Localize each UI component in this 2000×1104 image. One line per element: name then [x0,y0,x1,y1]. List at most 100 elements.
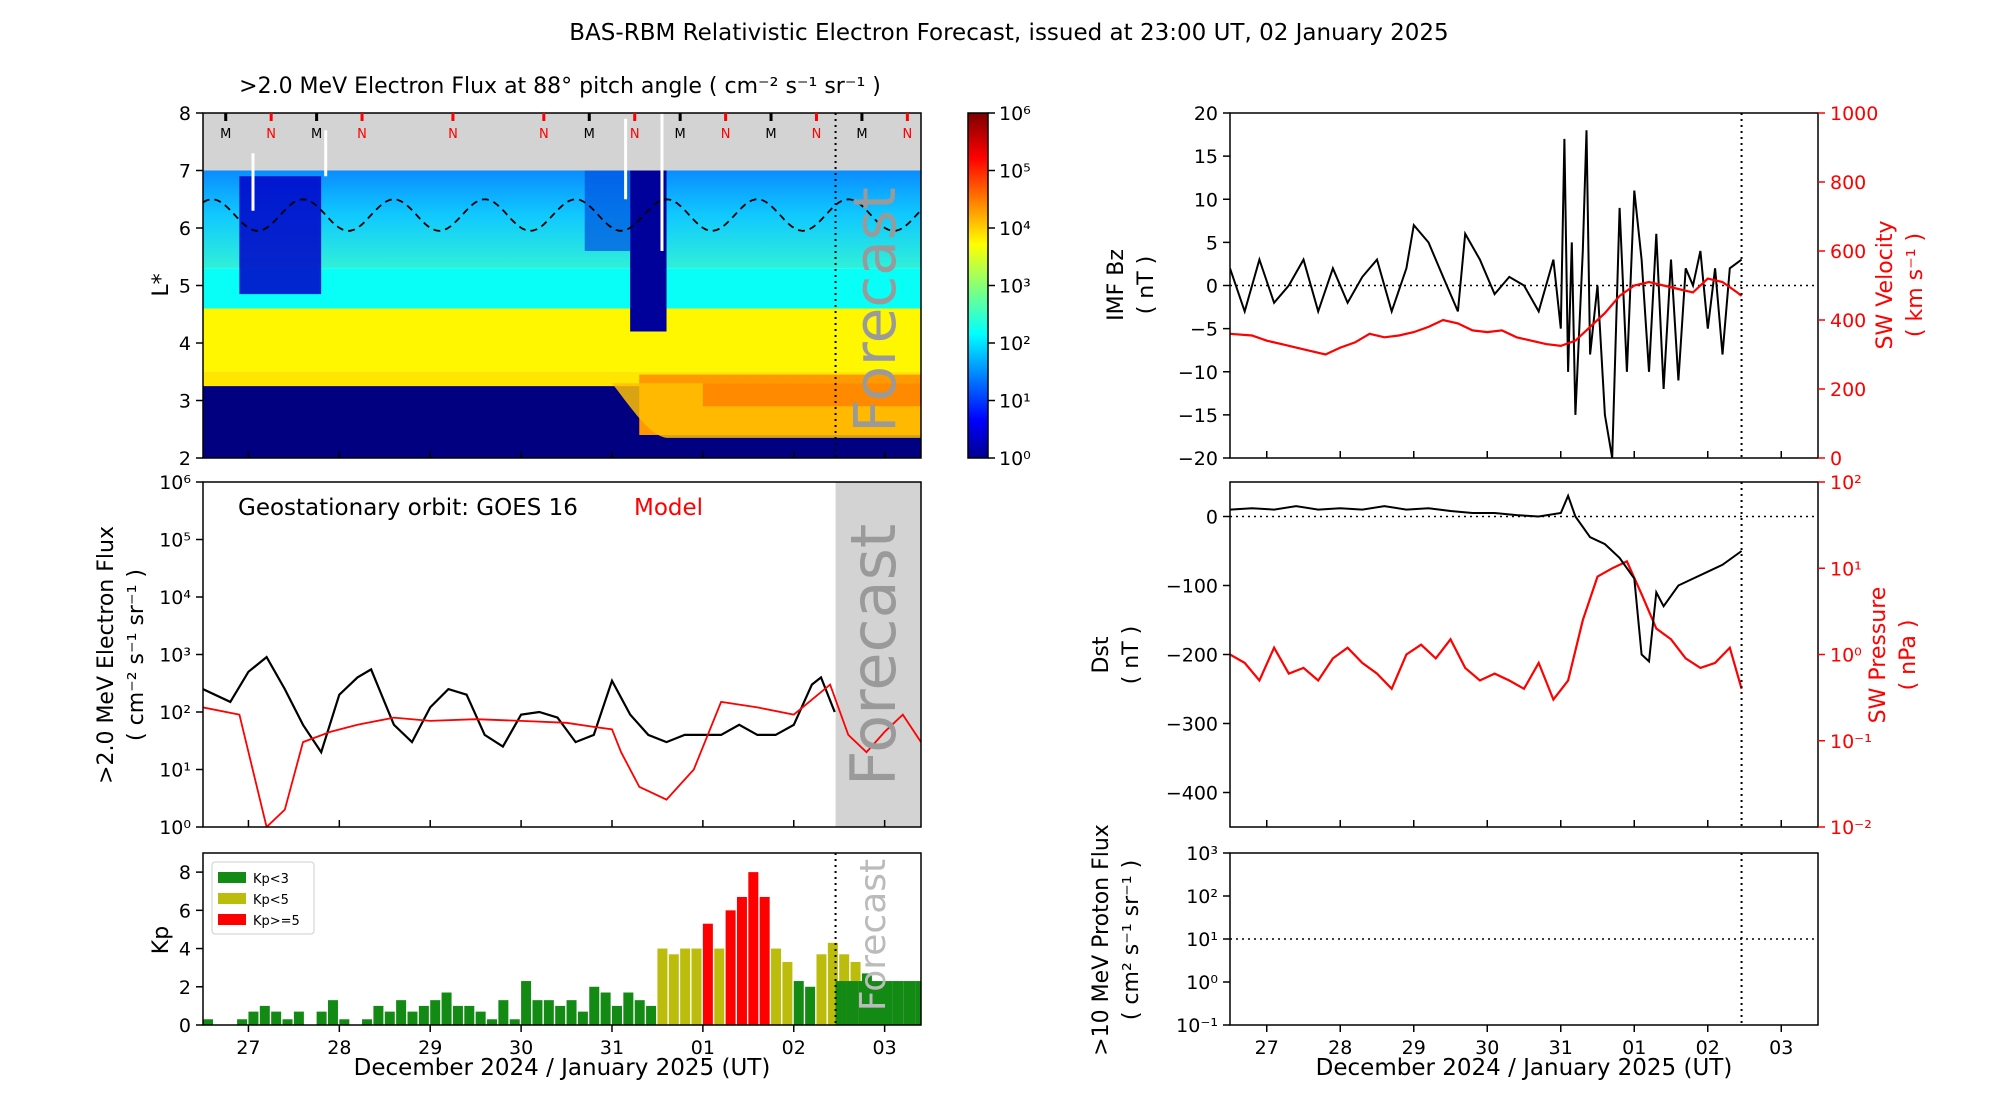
pre-storm-depletion [584,170,631,251]
proton-xtick-label: 02 [1696,1037,1720,1059]
sw-velocity-ytick-label: 200 [1830,379,1866,401]
kp-bar [566,1000,577,1025]
magnetopause-label: N [902,127,912,142]
kp-bar [748,872,759,1025]
kp-bar [589,986,600,1025]
goes-flux-line [203,655,836,755]
magnetopause-label: N [812,127,822,142]
magnetopause-label: M [584,127,595,142]
geo-axes-frame [202,481,922,828]
kp-xtick-label: 29 [418,1037,442,1059]
geo-annotation: Geostationary orbit: GOES 16 [238,495,578,521]
kp-bar [373,1005,384,1025]
magnetopause-label: M [675,127,686,142]
magnetopause-label: N [721,127,731,142]
kp-bar [248,1011,259,1025]
kp-forecast-bar [835,981,847,1025]
right-xlabel: December 2024 / January 2025 (UT) [1316,1055,1733,1081]
magnetopause-label: N [357,127,367,142]
kp-bar [555,1005,566,1025]
kp-forecast-bar [858,981,870,1025]
proton-xtick-label: 29 [1402,1037,1426,1059]
magnetopause-label: N [539,127,549,142]
kp-bar [407,1011,418,1025]
dst-axes-frame [1229,481,1819,828]
kp-bar [452,1005,463,1025]
imf-ytick-label: 15 [1194,146,1218,168]
geo-ytick-label: 10³ [159,645,191,667]
proton-ytick-label: 10⁰ [1186,972,1218,994]
lstar-ytick-label: 7 [179,161,191,183]
kp-legend: Kp<3 Kp<5 Kp>=5 [211,861,315,935]
proton-xtick-label: 31 [1549,1037,1573,1059]
dst-ytick-label: −200 [1166,645,1218,667]
kp-bar [418,1005,429,1025]
kp-bar [271,1011,282,1025]
proton-xtick-label: 30 [1475,1037,1499,1059]
dst-ytick-label: −300 [1166,714,1218,736]
lstar-ylabel: L* [149,273,174,296]
kp-bar [827,942,838,1025]
kp-axes-frame [202,852,922,1026]
kp-xtick-label: 02 [782,1037,806,1059]
storm-dropout-region [630,170,667,332]
kp-bar [600,992,611,1025]
colorbar-gradient [967,112,989,459]
kp-forecast-label: Forecast [853,859,894,1011]
geo-model-annotation: Model [634,495,703,521]
sw-velocity-ytick-label: 1000 [1830,103,1878,125]
out-of-range-region [203,113,921,171]
magnetopause-label: N [448,127,458,142]
colorbar-tick-label: 10¹ [999,391,1031,413]
dst-ylabel-units: ( nT ) [1119,626,1144,685]
proton-ylabel: >10 MeV Proton Flux [1089,824,1114,1056]
proton-xtick-label: 01 [1622,1037,1646,1059]
magnetopause-label: M [856,127,867,142]
kp-ytick-label: 0 [179,1015,191,1037]
imf-ytick-label: 10 [1194,189,1218,211]
geo-forecast-shade [835,482,921,827]
geo-ytick-label: 10² [159,702,191,724]
flux-heatmap-image [203,113,921,458]
colorbar-tick-label: 10⁰ [999,448,1031,470]
kp-ytick-label: 2 [179,977,191,999]
kp-bar [634,1000,645,1025]
kp-ylabel: Kp [149,926,174,954]
kp-bar [362,1019,373,1025]
magnetopause-label: N [266,127,276,142]
lstar-ytick-label: 3 [179,391,191,413]
kp-bar [725,910,736,1025]
outer-belt-band [203,170,921,269]
lstar-ytick-label: 5 [179,276,191,298]
kp-bar [793,981,804,1025]
kp-bar [657,948,668,1025]
proton-ylabel-units: ( cm² s⁻¹ sr⁻¹ ) [1119,860,1144,1020]
kp-legend-label: Kp>=5 [253,914,300,929]
dst-ytick-label: −400 [1166,783,1218,805]
kp-bar [521,981,532,1025]
geo-flux-lines [203,655,921,827]
kp-bar [668,954,679,1025]
kp-xtick-label: 27 [236,1037,260,1059]
colorbar-tick-label: 10³ [999,276,1031,298]
kp-xtick-label: 28 [327,1037,351,1059]
kp-bar [282,1019,293,1025]
kp-xtick-label: 30 [509,1037,533,1059]
proton-ytick-label: 10⁻¹ [1176,1015,1218,1037]
kp-bar [543,1000,554,1025]
geo-ytick-label: 10⁰ [159,817,191,839]
sw-velocity-ylabel: SW Velocity [1873,220,1898,349]
magnetopause-label: N [630,127,640,142]
figure-title: BAS-RBM Relativistic Electron Forecast, … [569,20,1448,46]
lstar-ytick-label: 4 [179,333,191,355]
peak-flux-band [702,383,921,407]
sw-pressure-ytick-label: 10⁻² [1830,817,1872,839]
proton-ytick-label: 10³ [1186,843,1218,865]
kp-bar [316,1011,327,1025]
proton-xtick-label: 03 [1769,1037,1793,1059]
kp-xtick-label: 03 [873,1037,897,1059]
geo-ytick-label: 10⁵ [159,530,191,552]
